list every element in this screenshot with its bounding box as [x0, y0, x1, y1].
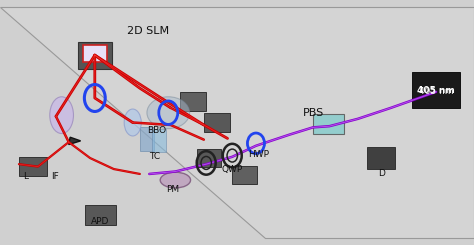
Polygon shape — [0, 7, 474, 238]
Text: PM: PM — [166, 185, 180, 194]
Text: PBS: PBS — [302, 108, 324, 118]
FancyBboxPatch shape — [180, 92, 206, 111]
FancyBboxPatch shape — [204, 113, 230, 132]
Text: 405 nm: 405 nm — [417, 86, 455, 95]
Text: APD: APD — [91, 217, 109, 226]
Text: IF: IF — [51, 172, 58, 181]
Ellipse shape — [147, 97, 190, 129]
Text: 405 nm: 405 nm — [419, 87, 453, 96]
FancyBboxPatch shape — [152, 129, 166, 152]
Ellipse shape — [124, 109, 141, 136]
FancyBboxPatch shape — [367, 147, 395, 169]
Text: QWP: QWP — [222, 165, 243, 174]
Text: BBO: BBO — [147, 126, 166, 135]
Text: L: L — [24, 172, 28, 181]
FancyBboxPatch shape — [140, 127, 154, 151]
Text: 2D SLM: 2D SLM — [127, 26, 169, 36]
Text: D: D — [378, 170, 385, 178]
Circle shape — [160, 172, 191, 188]
FancyBboxPatch shape — [313, 114, 344, 134]
Text: HWP: HWP — [248, 150, 269, 159]
FancyBboxPatch shape — [83, 45, 107, 62]
FancyBboxPatch shape — [197, 149, 221, 167]
FancyBboxPatch shape — [19, 157, 47, 176]
FancyBboxPatch shape — [232, 166, 257, 184]
Ellipse shape — [50, 97, 73, 134]
Text: TC: TC — [149, 152, 160, 161]
FancyBboxPatch shape — [412, 72, 460, 108]
Polygon shape — [69, 137, 81, 145]
FancyBboxPatch shape — [85, 205, 116, 225]
FancyBboxPatch shape — [78, 42, 112, 69]
